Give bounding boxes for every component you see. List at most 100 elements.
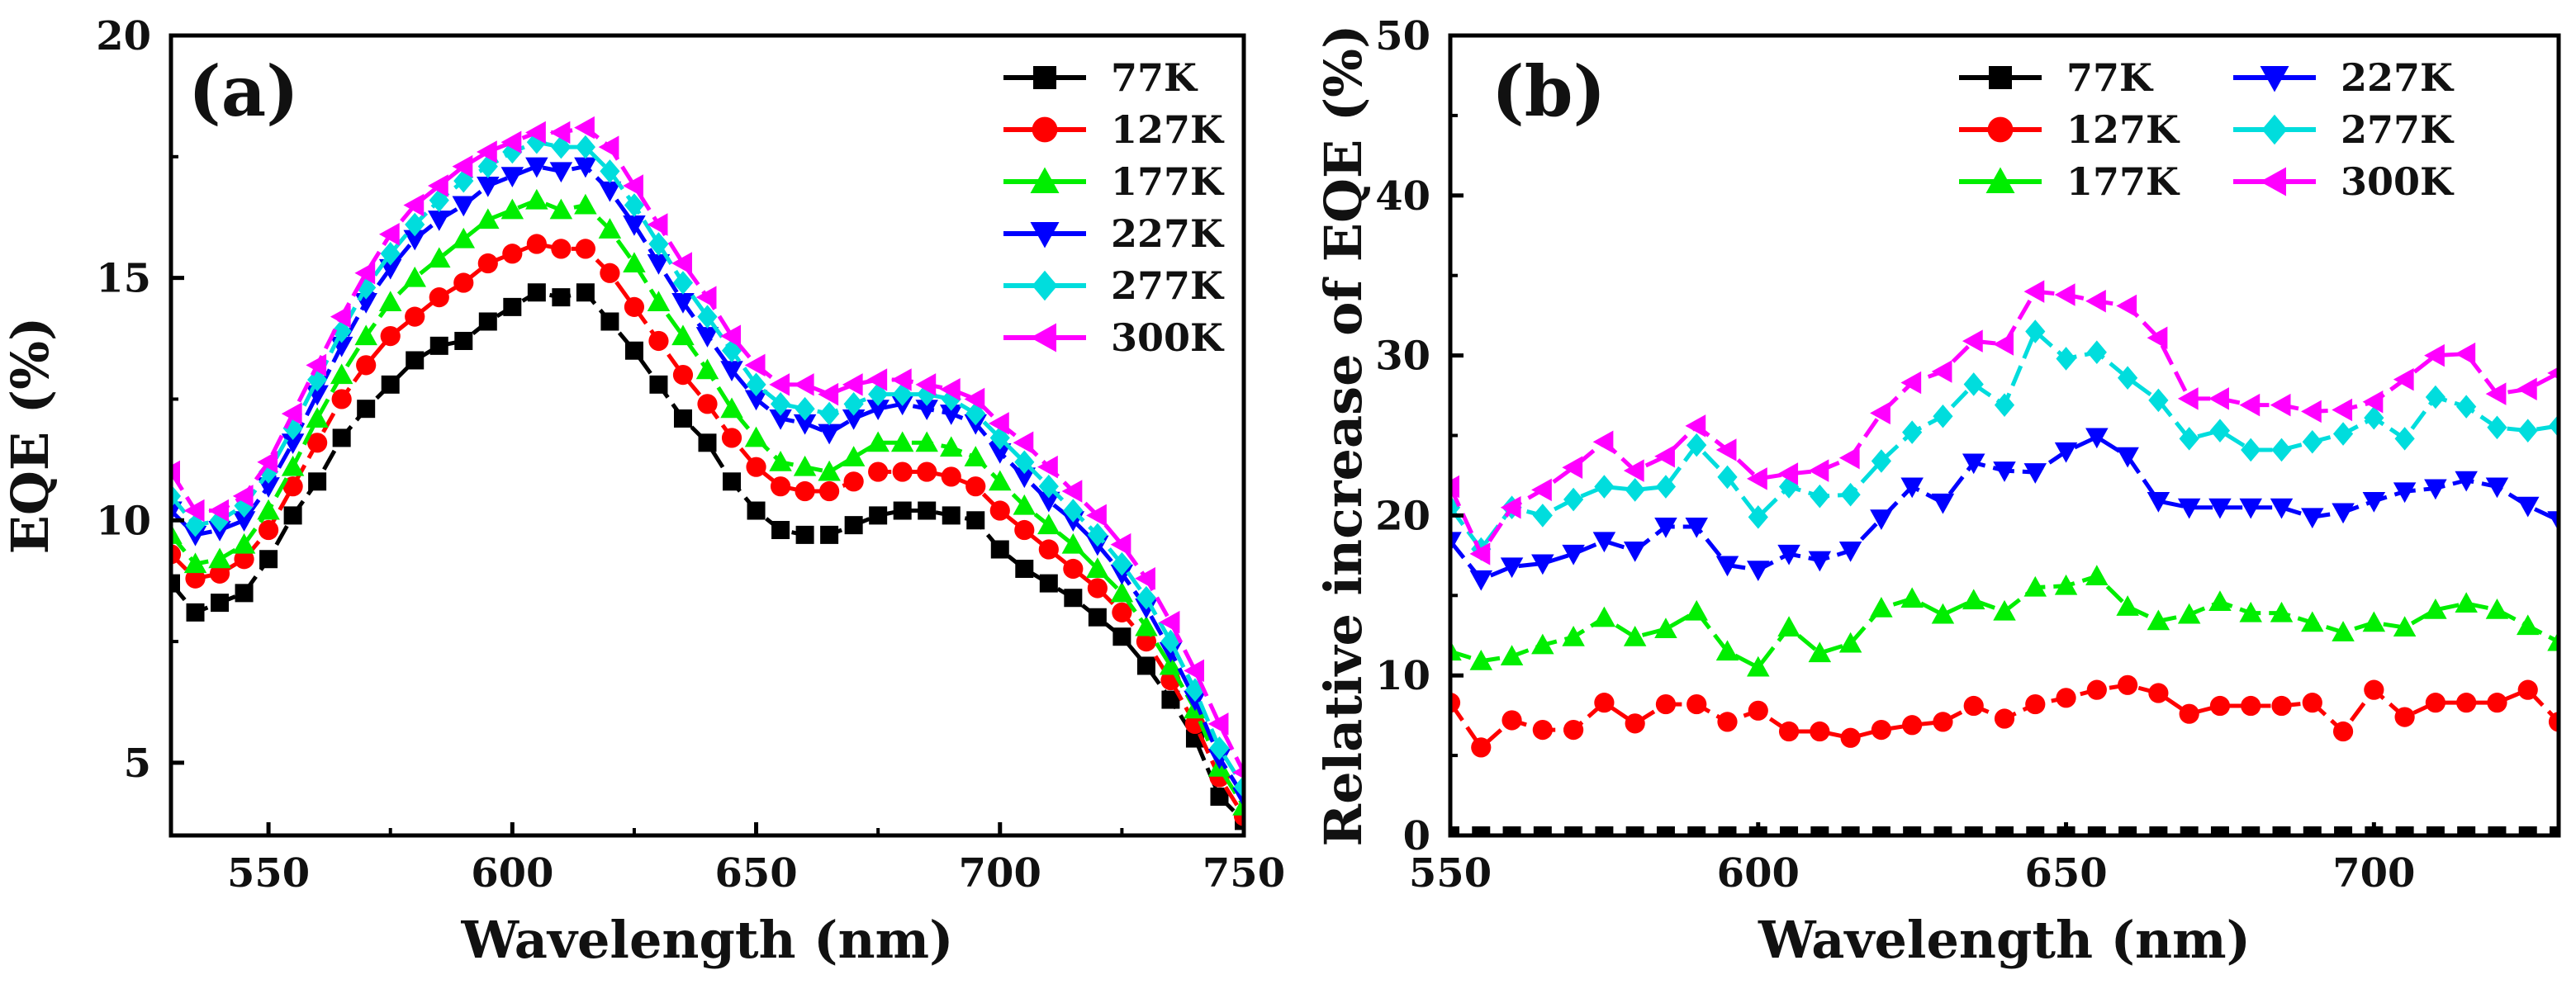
data-point-77K bbox=[1472, 826, 1491, 835]
data-point-77K bbox=[186, 603, 205, 622]
legend-label-300K: 300K bbox=[1111, 315, 1225, 360]
legend-marker-227K bbox=[1030, 222, 1060, 248]
data-point-177K bbox=[2332, 621, 2355, 641]
data-point-277K bbox=[2332, 422, 2354, 446]
legend: 77K 127K 177K 227K 277K 300K bbox=[1959, 55, 2455, 204]
data-point-177K bbox=[183, 552, 207, 574]
data-point-177K bbox=[1747, 655, 1770, 677]
data-point-77K bbox=[332, 428, 351, 447]
data-point-177K bbox=[2547, 630, 2559, 651]
data-point-227K bbox=[915, 400, 938, 420]
data-point-127K bbox=[2025, 693, 2046, 715]
data-point-300K bbox=[1747, 467, 1767, 490]
data-point-277K bbox=[2487, 415, 2507, 440]
data-point-227K bbox=[1013, 467, 1037, 489]
legend-label-177K: 177K bbox=[1111, 159, 1225, 204]
data-point-77K bbox=[673, 409, 692, 428]
data-point-277K bbox=[575, 135, 595, 159]
data-point-227K bbox=[232, 511, 256, 532]
data-point-277K bbox=[2086, 340, 2107, 365]
data-point-127K bbox=[1087, 578, 1108, 599]
data-point-127K bbox=[575, 239, 595, 259]
data-point-227K bbox=[1562, 544, 1585, 565]
data-point-277K bbox=[1233, 774, 1244, 799]
data-point-300K bbox=[208, 499, 230, 523]
data-point-77K bbox=[1625, 826, 1644, 835]
x-tick-label: 700 bbox=[2332, 850, 2415, 897]
data-point-77K bbox=[1088, 608, 1107, 627]
data-point-277K bbox=[2364, 405, 2384, 430]
data-point-127K bbox=[721, 428, 742, 448]
data-point-300K bbox=[793, 373, 814, 396]
data-point-227K bbox=[2239, 498, 2262, 519]
data-point-127K bbox=[502, 244, 523, 264]
data-point-77K bbox=[2457, 826, 2476, 835]
data-point-127K bbox=[2241, 695, 2261, 717]
data-point-300K bbox=[2085, 289, 2106, 313]
data-point-227K bbox=[1592, 532, 1616, 553]
data-point-77K bbox=[918, 501, 937, 520]
data-point-127K bbox=[2517, 679, 2538, 700]
data-point-227K bbox=[403, 230, 426, 251]
data-point-177K bbox=[818, 460, 841, 481]
data-point-77K bbox=[1064, 589, 1083, 608]
data-point-177K bbox=[281, 455, 305, 476]
data-point-177K bbox=[890, 431, 914, 452]
data-point-300K bbox=[354, 262, 376, 285]
data-point-300K bbox=[695, 286, 717, 309]
data-point-300K bbox=[330, 305, 351, 329]
y-tick-label: 20 bbox=[96, 13, 151, 59]
data-point-77K bbox=[1780, 826, 1799, 835]
data-point-177K bbox=[574, 193, 597, 215]
data-point-77K bbox=[942, 506, 961, 525]
data-point-77K bbox=[381, 375, 400, 394]
data-point-127K bbox=[1063, 558, 1084, 580]
data-point-177K bbox=[2424, 598, 2447, 619]
data-point-227K bbox=[2516, 496, 2540, 518]
data-point-300K bbox=[549, 121, 571, 144]
data-point-227K bbox=[2270, 498, 2294, 519]
data-point-177K bbox=[330, 363, 353, 385]
data-point-300K bbox=[525, 121, 546, 144]
panel-a-chart: 550 600 650 700 750 5 10 15 20 Wavelength (nm) EQE… bbox=[0, 13, 1285, 970]
data-point-277K bbox=[624, 193, 645, 217]
data-point-177K bbox=[2054, 574, 2078, 595]
data-point-77K bbox=[1136, 656, 1155, 675]
data-point-127K bbox=[1963, 695, 1984, 717]
data-point-127K bbox=[1501, 710, 1522, 731]
data-point-177K bbox=[1870, 597, 1893, 618]
y-tick-label: 30 bbox=[1375, 334, 1430, 380]
data-point-300K bbox=[2332, 398, 2353, 422]
data-point-77K bbox=[478, 312, 497, 331]
data-point-127K bbox=[941, 466, 961, 487]
data-point-227K bbox=[598, 181, 622, 202]
data-point-77K bbox=[2488, 826, 2507, 835]
data-point-127K bbox=[2548, 712, 2559, 732]
data-point-177K bbox=[2085, 565, 2109, 586]
x-tick-label: 600 bbox=[1717, 850, 1800, 897]
data-point-277K bbox=[746, 372, 766, 397]
data-point-127K bbox=[2056, 688, 2076, 708]
data-point-127K bbox=[1563, 719, 1584, 741]
data-point-227K bbox=[525, 157, 548, 178]
data-point-77K bbox=[283, 506, 302, 525]
data-point-300K bbox=[2116, 294, 2137, 318]
x-tick-label: 550 bbox=[227, 850, 310, 897]
data-point-77K bbox=[429, 336, 448, 355]
data-point-277K bbox=[1655, 475, 1677, 499]
y-tick-label: 5 bbox=[124, 741, 151, 787]
data-point-277K bbox=[1014, 450, 1035, 475]
data-point-300K bbox=[1562, 456, 1583, 480]
data-point-177K bbox=[1061, 532, 1085, 554]
data-point-227K bbox=[818, 424, 841, 445]
data-point-277K bbox=[2548, 414, 2559, 438]
data-point-77K bbox=[1872, 826, 1890, 835]
data-point-300K bbox=[1931, 360, 1952, 383]
data-point-127K bbox=[600, 263, 620, 283]
data-point-227K bbox=[1623, 542, 1647, 562]
series-line-227K bbox=[1450, 434, 2559, 582]
data-point-177K bbox=[1013, 494, 1037, 515]
data-point-127K bbox=[1686, 693, 1707, 715]
data-point-277K bbox=[989, 426, 1010, 450]
data-point-127K bbox=[648, 330, 669, 352]
